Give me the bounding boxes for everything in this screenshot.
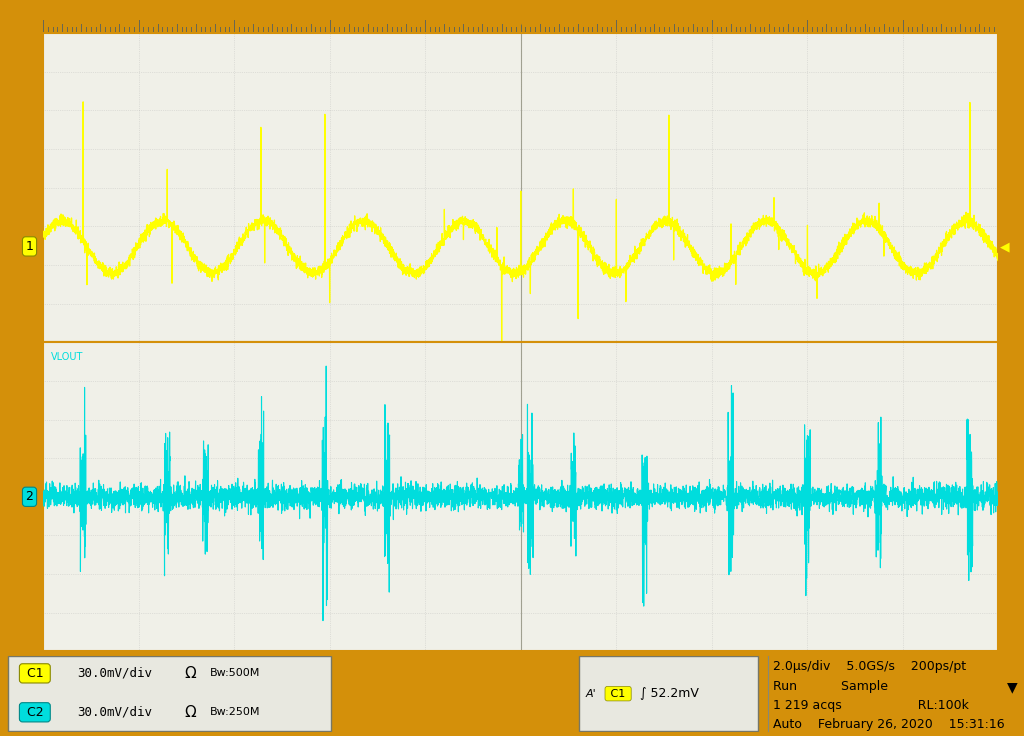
Text: ▼: ▼ [515,13,526,27]
Text: VLOUT: VLOUT [50,352,83,361]
Text: 30.0mV/div: 30.0mV/div [77,706,152,719]
Text: Ω: Ω [184,705,196,720]
Text: 1 219 acqs                   RL:100k: 1 219 acqs RL:100k [773,699,969,712]
Text: ▼: ▼ [1007,680,1017,694]
Text: ◀: ◀ [1000,240,1010,253]
Text: Auto    February 26, 2020    15:31:16: Auto February 26, 2020 15:31:16 [773,718,1005,731]
Text: C1: C1 [607,689,629,698]
Text: Bw:250M: Bw:250M [210,707,260,718]
Text: A': A' [586,689,596,698]
Text: Ω: Ω [184,666,196,681]
Text: 2: 2 [26,490,34,503]
Text: 1: 1 [26,240,34,253]
Text: ∫ 52.2mV: ∫ 52.2mV [640,687,698,700]
Text: 2.0μs/div    5.0GS/s    200ps/pt: 2.0μs/div 5.0GS/s 200ps/pt [773,660,967,673]
FancyBboxPatch shape [8,657,331,731]
Text: Run           Sample: Run Sample [773,680,888,693]
Text: 30.0mV/div: 30.0mV/div [77,667,152,680]
FancyBboxPatch shape [579,657,758,731]
Text: C2: C2 [23,706,47,719]
Text: Bw:500M: Bw:500M [210,668,260,679]
Text: C1: C1 [23,667,47,680]
